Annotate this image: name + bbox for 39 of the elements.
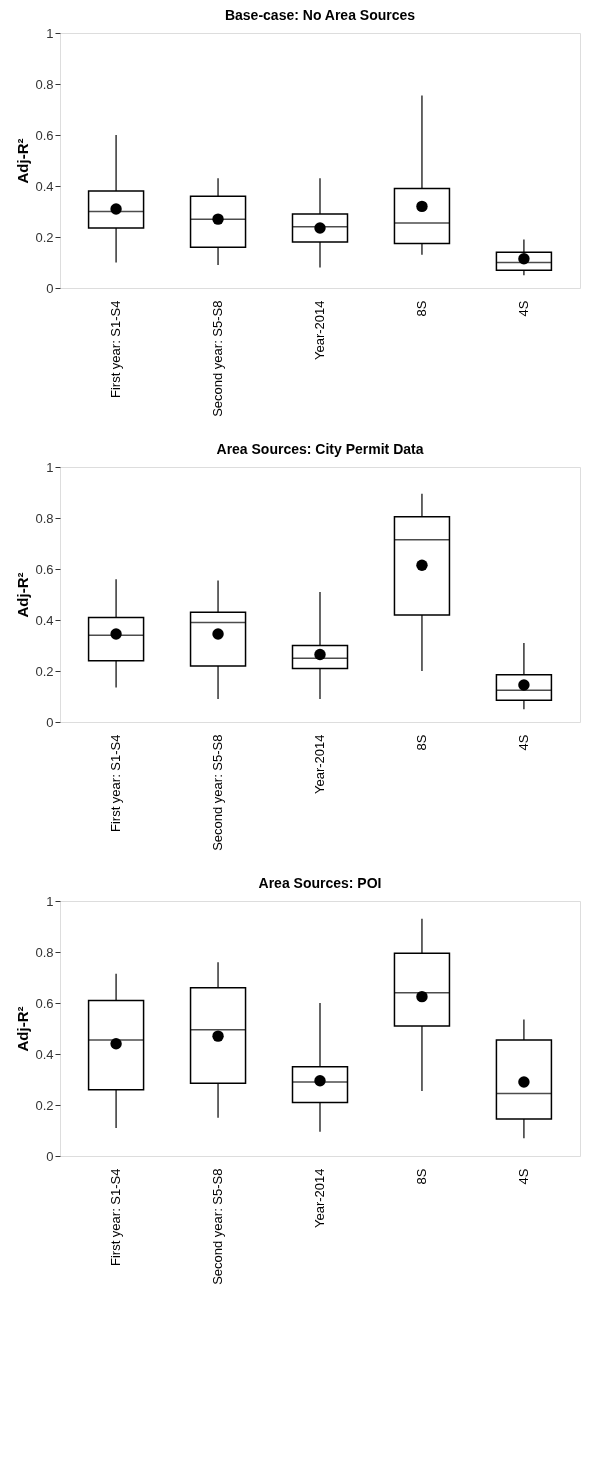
y-tick-label: 0 <box>46 280 54 296</box>
y-tick-label: 0.8 <box>35 510 54 526</box>
x-tick-label: First year: S1-S4 <box>108 734 124 833</box>
x-tick-label: Second year: S5-S8 <box>210 1168 226 1285</box>
y-axis-title: Adj-R² <box>14 1006 32 1052</box>
x-tick-label: Year-2014 <box>312 734 327 795</box>
x-tick-label: Second year: S5-S8 <box>210 300 226 417</box>
x-tick-label: 8S <box>413 300 429 317</box>
y-tick-label: 0 <box>46 1148 54 1164</box>
x-tick-label: 4S <box>515 300 531 317</box>
y-tick-label: 0.2 <box>35 1097 54 1113</box>
y-tick-label: 0.4 <box>35 178 54 194</box>
y-axis-title: Adj-R² <box>14 572 32 618</box>
y-tick-label: 1 <box>46 893 54 909</box>
x-tick-label: Year-2014 <box>312 300 327 361</box>
y-tick-label: 0.6 <box>35 127 54 143</box>
x-tick-label: Second year: S5-S8 <box>210 734 226 851</box>
x-tick-label: 4S <box>515 1168 531 1185</box>
x-tick-label: First year: S1-S4 <box>108 300 124 399</box>
y-tick-label: 0.6 <box>35 995 54 1011</box>
chart-title: Area Sources: POI <box>258 875 382 891</box>
y-tick-label: 1 <box>46 459 54 475</box>
y-tick-label: 1 <box>46 25 54 41</box>
y-tick-label: 0.2 <box>35 663 54 679</box>
x-tick-label: 8S <box>413 734 429 751</box>
y-axis-title: Adj-R² <box>14 138 32 184</box>
y-tick-label: 0.4 <box>35 612 54 628</box>
y-tick-label: 0.8 <box>35 76 54 92</box>
y-tick-label: 0.4 <box>35 1046 54 1062</box>
chart-title: Base-case: No Area Sources <box>224 7 416 23</box>
x-tick-label: Year-2014 <box>312 1168 327 1229</box>
y-tick-label: 0 <box>46 714 54 730</box>
y-tick-label: 0.6 <box>35 561 54 577</box>
y-tick-label: 0.2 <box>35 229 54 245</box>
y-tick-label: 0.8 <box>35 944 54 960</box>
x-tick-label: 4S <box>515 734 531 751</box>
x-tick-label: 8S <box>413 1168 429 1185</box>
chart-title: Area Sources: City Permit Data <box>216 441 424 457</box>
x-tick-label: First year: S1-S4 <box>108 1168 124 1267</box>
